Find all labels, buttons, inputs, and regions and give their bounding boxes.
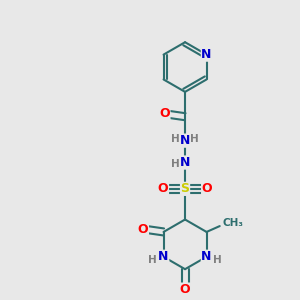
Text: N: N [158, 250, 169, 263]
Text: CH₃: CH₃ [223, 218, 244, 228]
Text: O: O [180, 283, 190, 296]
Text: H: H [190, 134, 199, 144]
Text: N: N [180, 134, 190, 147]
Text: O: O [202, 182, 212, 195]
Text: S: S [181, 182, 190, 195]
Text: H: H [171, 159, 180, 169]
Text: H: H [171, 134, 180, 144]
Text: N: N [180, 156, 190, 169]
Text: O: O [138, 223, 148, 236]
Text: N: N [201, 48, 212, 61]
Text: N: N [201, 250, 212, 263]
Text: O: O [159, 107, 170, 120]
Text: H: H [148, 255, 157, 265]
Text: H: H [213, 255, 222, 265]
Text: O: O [158, 182, 169, 195]
